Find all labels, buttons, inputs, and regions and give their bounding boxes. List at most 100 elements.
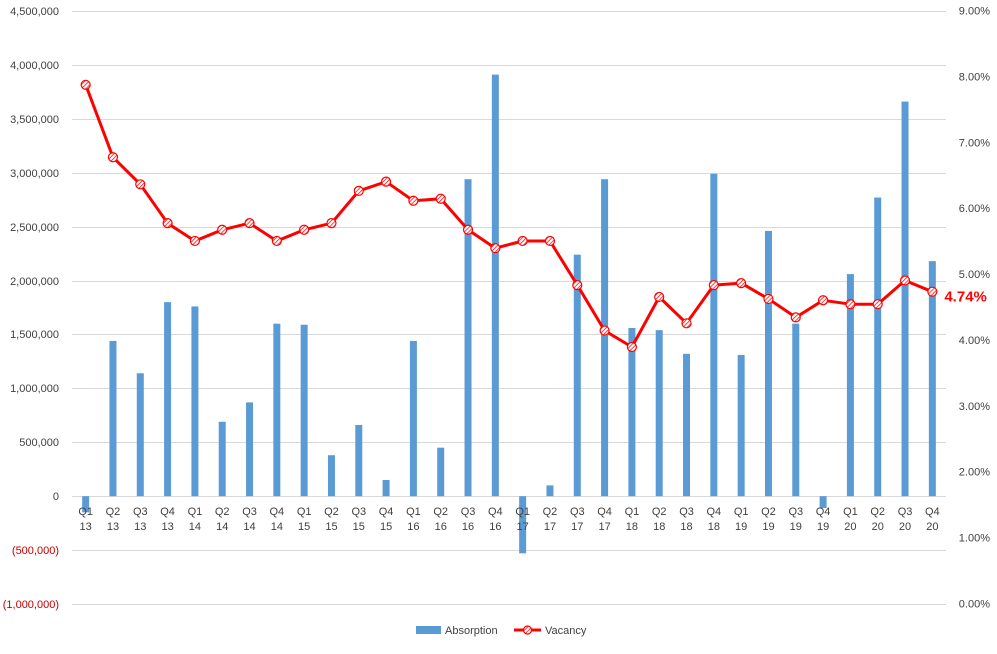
x-tick-label-quarter: Q1	[297, 506, 312, 518]
x-tick-label-quarter: Q4	[816, 506, 831, 518]
vacancy-point	[326, 218, 337, 229]
absorption-bar	[655, 330, 663, 497]
vacancy-point	[544, 235, 556, 247]
x-tick-label-quarter: Q4	[270, 506, 285, 518]
vacancy-point	[872, 299, 883, 310]
gridlines	[72, 11, 946, 605]
left-axis-tick-label: 2,500,000	[10, 222, 59, 234]
left-axis-tick-label: 0	[53, 491, 59, 503]
absorption-bar	[409, 340, 417, 497]
right-axis-tick-label: 5.00%	[959, 269, 990, 281]
x-tick-label-year: 13	[161, 521, 173, 533]
right-axis-tick-label: 3.00%	[959, 401, 990, 413]
vacancy-point	[353, 185, 364, 196]
right-axis-tick-label: 2.00%	[959, 467, 990, 479]
vacancy-point	[435, 193, 446, 204]
absorption-bar	[874, 197, 882, 497]
vacancy-point	[654, 291, 665, 303]
x-tick-label-quarter: Q1	[625, 506, 640, 518]
x-tick-label-year: 14	[216, 521, 228, 533]
x-tick-label-year: 14	[271, 521, 283, 533]
x-tick-label-quarter: Q3	[570, 506, 585, 518]
vacancy-point	[490, 243, 501, 254]
absorption-bar	[819, 496, 827, 509]
x-tick-label-quarter: Q4	[597, 506, 612, 518]
x-tick-label-year: 13	[80, 521, 92, 533]
right-axis-tick-label: 0.00%	[959, 599, 990, 611]
x-tick-label-quarter: Q4	[379, 506, 394, 518]
legend-vacancy-label: Vacancy	[545, 625, 587, 637]
absorption-bar	[327, 455, 335, 497]
x-tick-label-year: 20	[926, 521, 938, 533]
absorption-bar	[764, 230, 772, 497]
x-tick-label-year: 16	[462, 521, 474, 533]
left-axis-tick-label: (500,000)	[12, 545, 59, 557]
vacancy-point	[899, 275, 911, 286]
x-tick-label-quarter: Q1	[843, 506, 858, 518]
x-tick-label-year: 16	[435, 521, 447, 533]
x-tick-label-quarter: Q1	[406, 506, 421, 518]
vacancy-point	[845, 299, 856, 310]
x-tick-label-quarter: Q2	[324, 506, 339, 518]
x-tick-label-quarter: Q4	[488, 506, 503, 518]
x-tick-label-year: 19	[735, 521, 747, 533]
right-axis-labels: 9.00% 8.00% 7.00% 6.00% 5.00% 4.00% 3.00% 2.00%…	[959, 6, 990, 611]
right-axis-tick-label: 6.00%	[959, 203, 990, 215]
vacancy-line-path	[84, 84, 933, 349]
x-tick-label-quarter: Q2	[433, 506, 448, 518]
annotations: 4.74%	[944, 289, 987, 306]
vacancy-point	[927, 286, 938, 297]
absorption-bar	[901, 101, 909, 497]
right-axis-tick-label: 9.00%	[959, 6, 990, 18]
x-tick-label-quarter: Q1	[78, 506, 93, 518]
vacancy-point	[681, 318, 692, 329]
vacancy-point	[817, 295, 829, 306]
vacancy-point	[244, 218, 255, 229]
absorption-bar	[710, 173, 718, 497]
x-tick-label-quarter: Q4	[925, 506, 940, 518]
x-tick-label-year: 20	[899, 521, 911, 533]
x-tick-label-year: 17	[544, 521, 556, 533]
x-tick-label-year: 15	[380, 521, 392, 533]
absorption-bar	[164, 302, 172, 497]
absorption-bar	[846, 274, 854, 497]
x-tick-label-quarter: Q2	[543, 506, 558, 518]
x-tick-label-year: 18	[680, 521, 692, 533]
x-tick-label-quarter: Q3	[898, 506, 913, 518]
vacancy-point	[708, 279, 719, 291]
absorption-bar	[737, 354, 745, 497]
x-tick-label-quarter: Q3	[242, 506, 257, 518]
x-tick-label-year: 17	[517, 521, 529, 533]
absorption-bar	[792, 323, 800, 497]
vacancy-point	[299, 224, 310, 235]
vacancy-point	[189, 235, 201, 247]
left-axis-tick-label: 2,000,000	[10, 276, 59, 288]
left-axis-tick-label: 3,000,000	[10, 168, 59, 180]
x-tick-label-quarter: Q3	[351, 506, 366, 518]
x-tick-label-quarter: Q3	[133, 506, 148, 518]
absorption-bar	[82, 496, 90, 513]
vacancy-point	[80, 79, 91, 90]
absorption-bar	[628, 327, 636, 497]
legend-vacancy-marker	[522, 625, 533, 635]
vacancy-point	[517, 235, 528, 247]
x-tick-label-year: 13	[134, 521, 146, 533]
vacancy-point	[408, 195, 419, 206]
x-tick-label-quarter: Q2	[215, 506, 230, 518]
vacancy-point	[271, 235, 282, 247]
x-tick-label-quarter: Q3	[461, 506, 476, 518]
absorption-bar	[464, 179, 472, 497]
x-tick-label-year: 13	[107, 521, 119, 533]
x-tick-label-year: 19	[817, 521, 829, 533]
x-tick-label-quarter: Q4	[707, 506, 722, 518]
x-tick-label-quarter: Q2	[652, 506, 667, 518]
x-tick-label-year: 18	[626, 521, 638, 533]
absorption-bar	[601, 179, 609, 497]
x-tick-label-year: 18	[653, 521, 665, 533]
vacancy-point	[736, 278, 747, 289]
absorption-bar	[246, 402, 254, 497]
vacancy-point	[763, 293, 774, 305]
x-tick-label-year: 19	[790, 521, 802, 533]
x-tick-label-quarter: Q2	[106, 506, 121, 518]
